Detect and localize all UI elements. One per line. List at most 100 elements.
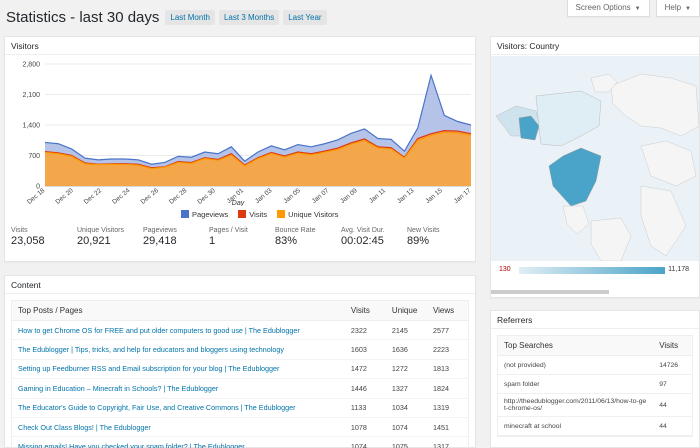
column-header: Visits (653, 336, 692, 356)
table-row: spam folder 97 (498, 374, 692, 394)
table-row: The Edublogger | Tips, tricks, and help … (12, 339, 468, 360)
column-header: Unique (385, 301, 427, 321)
top-searches-table-wrap: Top Searches Visits (not provided) 14726 … (497, 335, 693, 437)
series-line-unique-visitors (44, 131, 472, 170)
visits-cell: 2322 (344, 320, 386, 341)
map-scale-min: 130 (499, 266, 511, 273)
post-link[interactable]: The Educator's Guide to Copyright, Fair … (12, 398, 345, 418)
top-posts-table: Top Posts / Pages Visits Unique Views Ho… (12, 301, 468, 448)
unique-cell: 1034 (385, 398, 427, 418)
visits-cell: 1078 (344, 417, 386, 438)
legend-pageviews[interactable]: Pageviews (181, 210, 228, 219)
table-header-row: Top Posts / Pages Visits Unique Views (12, 301, 468, 321)
legend-unique-visitors[interactable]: Unique Visitors (277, 210, 338, 219)
x-tick-label: Dec 20 (54, 187, 75, 206)
screen-options-button[interactable]: Screen Options ▼ (566, 0, 650, 17)
x-tick-label: Dec 28 (168, 187, 189, 206)
last-3-months-button[interactable]: Last 3 Months (218, 10, 280, 25)
x-tick-label: Dec 30 (196, 187, 217, 206)
views-cell: 1317 (426, 436, 468, 448)
stat-pageviews: Pageviews 29,418 (143, 227, 177, 247)
x-tick-label: Jan 11 (368, 187, 387, 205)
content-panel: Content Top Posts / Pages Visits Unique … (4, 275, 476, 448)
y-tick-label: 2,100 (22, 92, 40, 99)
y-tick-label: 2,800 (22, 62, 40, 69)
search-term: minecraft at school (498, 416, 654, 436)
post-link[interactable]: The Edublogger | Tips, tricks, and help … (12, 339, 345, 360)
unique-cell: 1636 (385, 339, 427, 360)
stat-pages-per-visit: Pages / Visit 1 (209, 227, 248, 247)
stat-avg-visit-duration: Avg. Visit Dur. 00:02:45 (341, 227, 385, 247)
column-header: Views (426, 301, 468, 321)
x-tick-label: Jan 03 (254, 187, 274, 205)
stat-bounce-rate: Bounce Rate 83% (275, 227, 316, 247)
unique-cell: 1074 (385, 417, 427, 438)
column-header: Top Searches (498, 336, 654, 356)
visits-cell: 14726 (653, 355, 692, 375)
views-cell: 1451 (426, 417, 468, 438)
x-tick-label: Dec 22 (83, 187, 104, 206)
world-map[interactable] (491, 56, 699, 261)
views-cell: 2223 (426, 339, 468, 360)
map-gradient-bar (519, 267, 665, 274)
column-header: Visits (344, 301, 386, 321)
unique-cell: 2145 (385, 320, 427, 341)
page-title: Statistics - last 30 days (6, 9, 160, 26)
referrers-panel-title: Referrers (491, 311, 699, 329)
visits-cell: 1074 (344, 436, 386, 448)
last-month-button[interactable]: Last Month (165, 10, 215, 25)
visits-cell: 1446 (344, 378, 386, 399)
stat-new-visits: New Visits 89% (407, 227, 440, 247)
post-link[interactable]: Missing emails! Have you checked your sp… (12, 436, 345, 448)
x-tick-label: Jan 05 (282, 187, 302, 205)
map-color-scale: 130 11,178 (499, 266, 689, 274)
post-link[interactable]: How to get Chrome OS for FREE and put ol… (12, 320, 345, 341)
map-scrollbar[interactable] (491, 290, 609, 294)
unique-cell: 1272 (385, 359, 427, 380)
unique-cell: 1327 (385, 378, 427, 399)
chart-legend: Pageviews Visits Unique Visitors (181, 210, 338, 219)
views-cell: 2577 (426, 320, 468, 341)
visits-cell: 1133 (344, 398, 386, 418)
caret-down-icon: ▼ (634, 6, 641, 12)
post-link[interactable]: Check Out Class Blogs! | The Edublogger (12, 417, 345, 438)
y-tick-label: 1,400 (22, 123, 40, 130)
views-cell: 1813 (426, 359, 468, 380)
views-cell: 1824 (426, 378, 468, 399)
x-tick-label: Dec 26 (140, 187, 161, 206)
top-tabs: Screen Options ▼ Help ▼ (566, 0, 700, 17)
visits-cell: 1603 (344, 339, 386, 360)
table-row: The Educator's Guide to Copyright, Fair … (12, 398, 468, 418)
stat-visits: Visits 23,058 (11, 227, 45, 247)
help-button[interactable]: Help ▼ (655, 0, 700, 17)
table-row: Setting up Feedburner RSS and Email subs… (12, 359, 468, 380)
x-tick-label: Jan 17 (453, 187, 473, 205)
table-header-row: Top Searches Visits (498, 336, 692, 356)
search-term: http://theedublogger.com/2011/06/13/how-… (498, 393, 654, 417)
referrers-panel: Referrers Top Searches Visits (not provi… (490, 310, 700, 448)
views-cell: 1319 (426, 398, 468, 418)
table-row: http://theedublogger.com/2011/06/13/how-… (498, 393, 692, 417)
table-row: Missing emails! Have you checked your sp… (12, 436, 468, 448)
x-tick-label: Jan 09 (339, 187, 359, 205)
visits-cell: 44 (653, 393, 692, 417)
country-panel: Visitors: Country 130 11,178 (490, 36, 700, 298)
x-axis-label: Day (232, 200, 245, 206)
post-link[interactable]: Gaming in Education – Minecraft in Schoo… (12, 378, 345, 399)
table-row: How to get Chrome OS for FREE and put ol… (12, 320, 468, 341)
post-link[interactable]: Setting up Feedburner RSS and Email subs… (12, 359, 345, 380)
y-tick-label: 0 (36, 184, 40, 191)
table-row: minecraft at school 44 (498, 416, 692, 436)
table-row: (not provided) 14726 (498, 355, 692, 375)
legend-visits[interactable]: Visits (238, 210, 267, 219)
search-term: (not provided) (498, 355, 654, 375)
last-year-button[interactable]: Last Year (283, 10, 327, 25)
x-tick-label: Jan 13 (396, 187, 416, 205)
caret-down-icon: ▼ (685, 6, 691, 12)
top-posts-table-wrap: Top Posts / Pages Visits Unique Views Ho… (11, 300, 469, 448)
map-scale-max: 11,178 (668, 266, 689, 273)
x-tick-label: Jan 07 (311, 187, 331, 205)
title-row: Statistics - last 30 days Last Month Las… (6, 9, 331, 26)
table-row: Check Out Class Blogs! | The Edublogger 1… (12, 417, 468, 438)
